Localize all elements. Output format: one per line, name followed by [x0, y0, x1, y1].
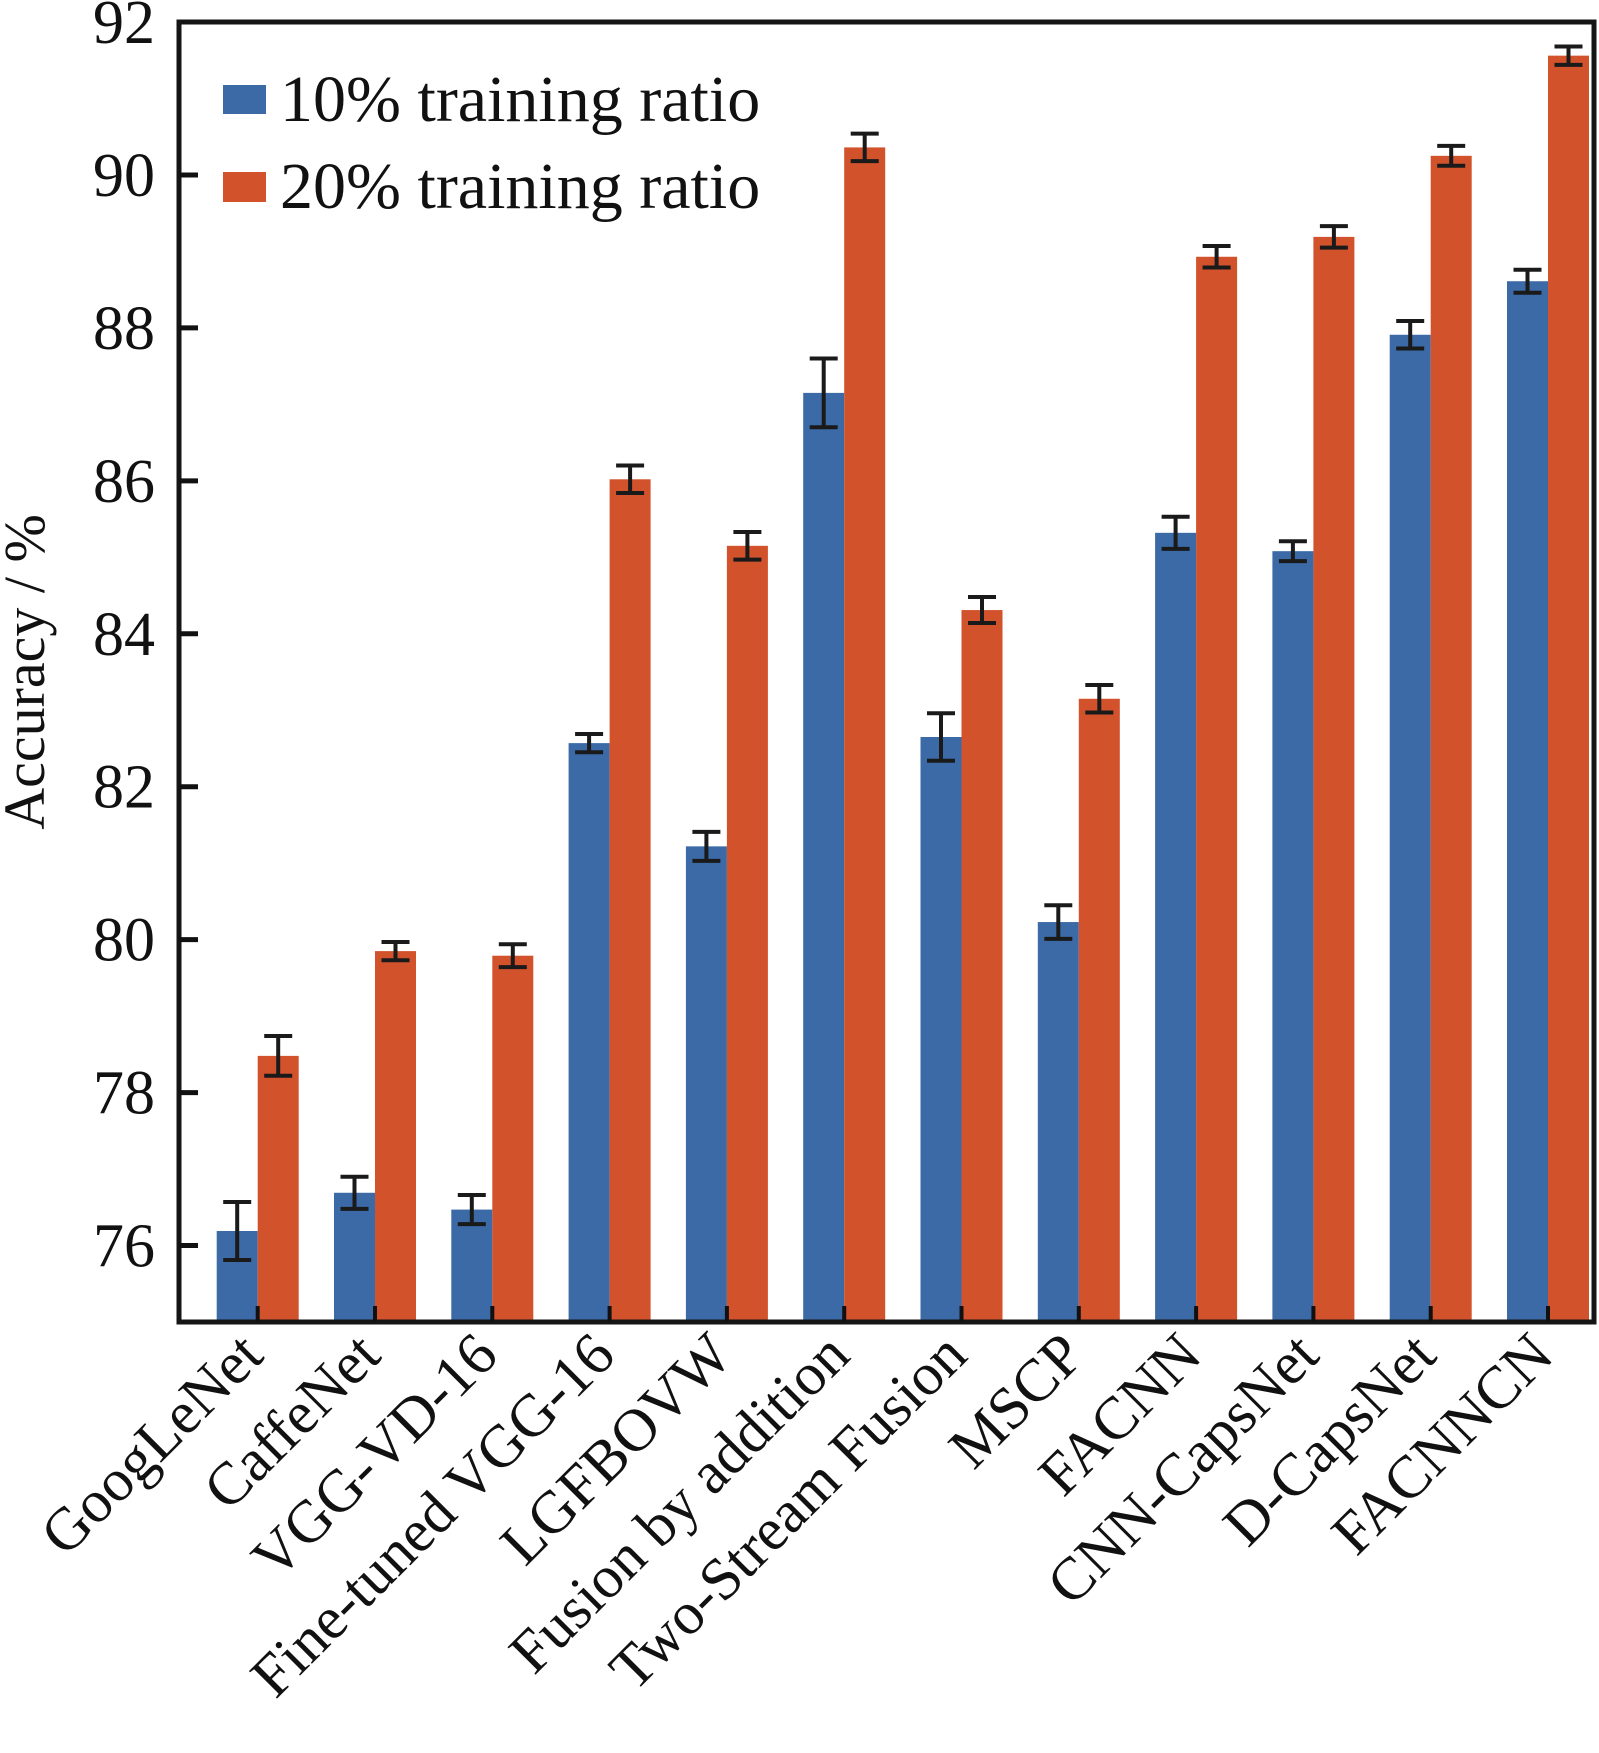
y-tick-label: 90 — [93, 142, 155, 210]
legend-swatch-10pct — [223, 85, 266, 114]
bar-10pct — [1155, 532, 1197, 1322]
y-tick-label: 86 — [93, 448, 155, 516]
bar-20pct — [609, 479, 651, 1322]
error-bars-layer — [223, 44, 1583, 1263]
y-ticks-layer: 76 78 80 82 84 86 88 90 92 — [93, 0, 198, 1281]
y-tick-label: 82 — [93, 754, 155, 822]
y-tick-label: 80 — [93, 907, 155, 975]
bar-20pct — [1313, 236, 1355, 1323]
bars-layer — [216, 55, 1589, 1323]
y-tick-label: 92 — [93, 0, 155, 57]
bar-20pct — [1430, 155, 1472, 1323]
legend-label-20pct: 20% training ratio — [280, 150, 760, 223]
bar-20pct — [844, 147, 886, 1323]
y-tick-label: 78 — [93, 1060, 155, 1128]
y-tick-label: 88 — [93, 295, 155, 363]
bar-20pct — [1196, 256, 1238, 1323]
legend-swatch-20pct — [223, 172, 266, 202]
bar-20pct — [1078, 698, 1120, 1322]
plot-frame — [176, 19, 1597, 1325]
bar-10pct — [1389, 334, 1431, 1322]
legend: 10% training ratio 20% training ratio — [223, 63, 760, 223]
bar-20pct — [375, 951, 416, 1322]
bar-10pct — [1272, 551, 1314, 1322]
legend-label-10pct: 10% training ratio — [280, 63, 760, 136]
axes-layer — [176, 19, 1597, 1325]
y-tick-label: 76 — [93, 1213, 155, 1281]
bar-10pct — [1037, 922, 1079, 1322]
bar-20pct — [257, 1055, 299, 1322]
bar-20pct — [961, 610, 1003, 1322]
bar-20pct — [1548, 55, 1589, 1322]
bar-10pct — [334, 1192, 375, 1322]
y-axis-title: Accuracy / % — [0, 514, 57, 830]
bar-10pct — [803, 392, 845, 1323]
bar-10pct — [685, 846, 727, 1322]
bar-10pct — [451, 1209, 493, 1322]
bar-10pct — [568, 743, 610, 1322]
bar-10pct — [1507, 281, 1548, 1322]
bar-10pct — [920, 737, 962, 1322]
bar-20pct — [492, 955, 534, 1322]
bar-20pct — [726, 545, 768, 1322]
y-tick-label: 84 — [93, 601, 155, 669]
